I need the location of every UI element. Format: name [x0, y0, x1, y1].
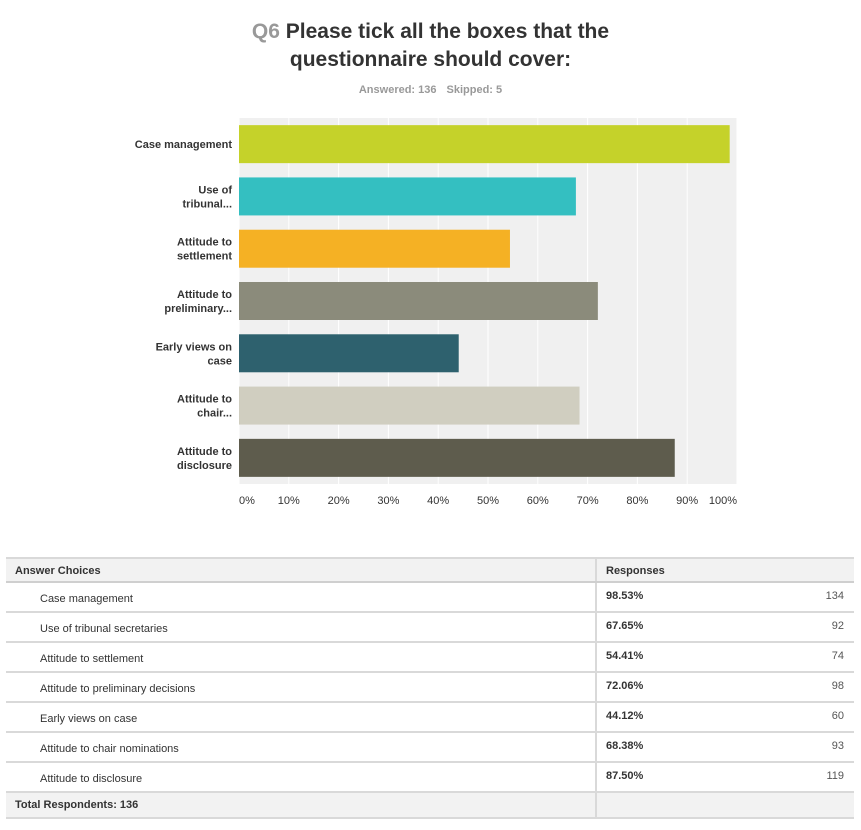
category-label: Early views on [156, 341, 233, 353]
table-row: Attitude to chair nominations 68.38% 93 [6, 733, 854, 763]
response-percent: 44.12% [606, 710, 644, 722]
table-row: Attitude to preliminary decisions 72.06% 9… [6, 673, 854, 703]
response-count: 98 [831, 680, 844, 692]
answer-choice-label: Attitude to disclosure [6, 763, 597, 791]
bar [239, 438, 675, 477]
response-count: 60 [831, 710, 844, 722]
category-label: Attitude to [177, 394, 232, 406]
header-responses-label: Responses [606, 565, 665, 577]
table-body: Case management 98.53% 134 Use of tribunal … [6, 583, 854, 793]
bar [239, 282, 598, 320]
answer-choice-label: Case management [6, 583, 597, 611]
category-label: Attitude to [177, 289, 232, 301]
category-label: Attitude to [177, 446, 232, 458]
question-number: Q6 [251, 20, 280, 43]
answer-choice-label: Attitude to chair nominations [6, 733, 597, 761]
tick-label: 40% [427, 495, 449, 507]
bar [239, 229, 510, 268]
category-label: Attitude to [177, 237, 232, 249]
total-respondents: Total Respondents: 136 [6, 793, 597, 817]
response-percent: 98.53% [606, 590, 644, 602]
response-count: 74 [831, 650, 844, 662]
answered-count: Answered: 136 [358, 84, 437, 96]
answer-choice-label: Early views on case [6, 703, 597, 731]
tick-label: 70% [577, 495, 599, 507]
header-answer-choices: Answer Choices [6, 559, 597, 581]
table-header: Answer Choices Responses [6, 557, 854, 583]
tick-label: 100% [709, 495, 737, 507]
response-count: 119 [826, 770, 844, 782]
response-cell: 54.41% 74 [597, 643, 854, 671]
answer-choice-label: Attitude to settlement [6, 643, 597, 671]
question-title-line1: Please tick all the boxes that the [285, 20, 610, 43]
answer-choice-label: Use of tribunal secretaries [6, 613, 597, 641]
response-percent: 54.41% [606, 650, 644, 662]
table-row: Use of tribunal secretaries 67.65% 92 [6, 613, 854, 643]
tick-label: 0% [239, 495, 255, 507]
response-percent: 67.65% [606, 620, 644, 632]
response-cell: 72.06% 98 [597, 673, 854, 701]
tick-label: 60% [527, 495, 549, 507]
table-row: Case management 98.53% 134 [6, 583, 854, 613]
answer-choice-label: Attitude to preliminary decisions [6, 673, 597, 701]
header-responses: Responses [597, 559, 854, 581]
tick-label: 80% [626, 495, 648, 507]
category-label: tribunal... [183, 198, 233, 210]
response-count: 134 [825, 590, 844, 602]
response-cell: 98.53% 134 [597, 583, 854, 611]
category-label: settlement [177, 251, 232, 263]
category-label: chair... [197, 408, 232, 420]
category-label: disclosure [177, 460, 232, 472]
table-row: Early views on case 44.12% 60 [6, 703, 854, 733]
response-cell: 67.65% 92 [597, 613, 854, 641]
tick-label: 10% [278, 495, 300, 507]
response-cell: 68.38% 93 [597, 733, 854, 761]
response-count: 92 [831, 620, 844, 632]
skipped-count: Skipped: 5 [446, 84, 503, 96]
table-row: Attitude to settlement 54.41% 74 [6, 643, 854, 673]
response-table: Answer Choices Responses Case management… [6, 557, 854, 819]
tick-label: 90% [676, 495, 698, 507]
bar [239, 386, 580, 425]
question-title-line2: questionnaire should cover: [289, 48, 572, 71]
bar [239, 334, 459, 373]
bar-chart: Case management Use of tribunal... Attitude… [135, 118, 738, 507]
category-label: case [208, 355, 232, 367]
response-cell: 44.12% 60 [597, 703, 854, 731]
bar [239, 125, 730, 164]
table-row: Attitude to disclosure 87.50% 119 [6, 763, 854, 793]
table-footer: Total Respondents: 136 [6, 793, 854, 819]
tick-label: 20% [328, 495, 350, 507]
response-percent: 68.38% [606, 740, 644, 752]
category-label: preliminary... [164, 303, 232, 315]
question-title: Q6 Please tick all the boxes that the qu… [0, 18, 861, 74]
tick-label: 30% [377, 495, 399, 507]
response-percent: 72.06% [606, 680, 644, 692]
response-summary: Answered: 136 Skipped: 5 [0, 84, 861, 96]
response-percent: 87.50% [606, 770, 644, 782]
category-label: Case management [135, 139, 233, 151]
footer-empty-cell [597, 793, 854, 817]
category-label: Use of [198, 184, 232, 196]
tick-label: 50% [477, 495, 499, 507]
bar [239, 177, 576, 216]
response-count: 93 [831, 740, 844, 752]
response-cell: 87.50% 119 [597, 763, 854, 791]
